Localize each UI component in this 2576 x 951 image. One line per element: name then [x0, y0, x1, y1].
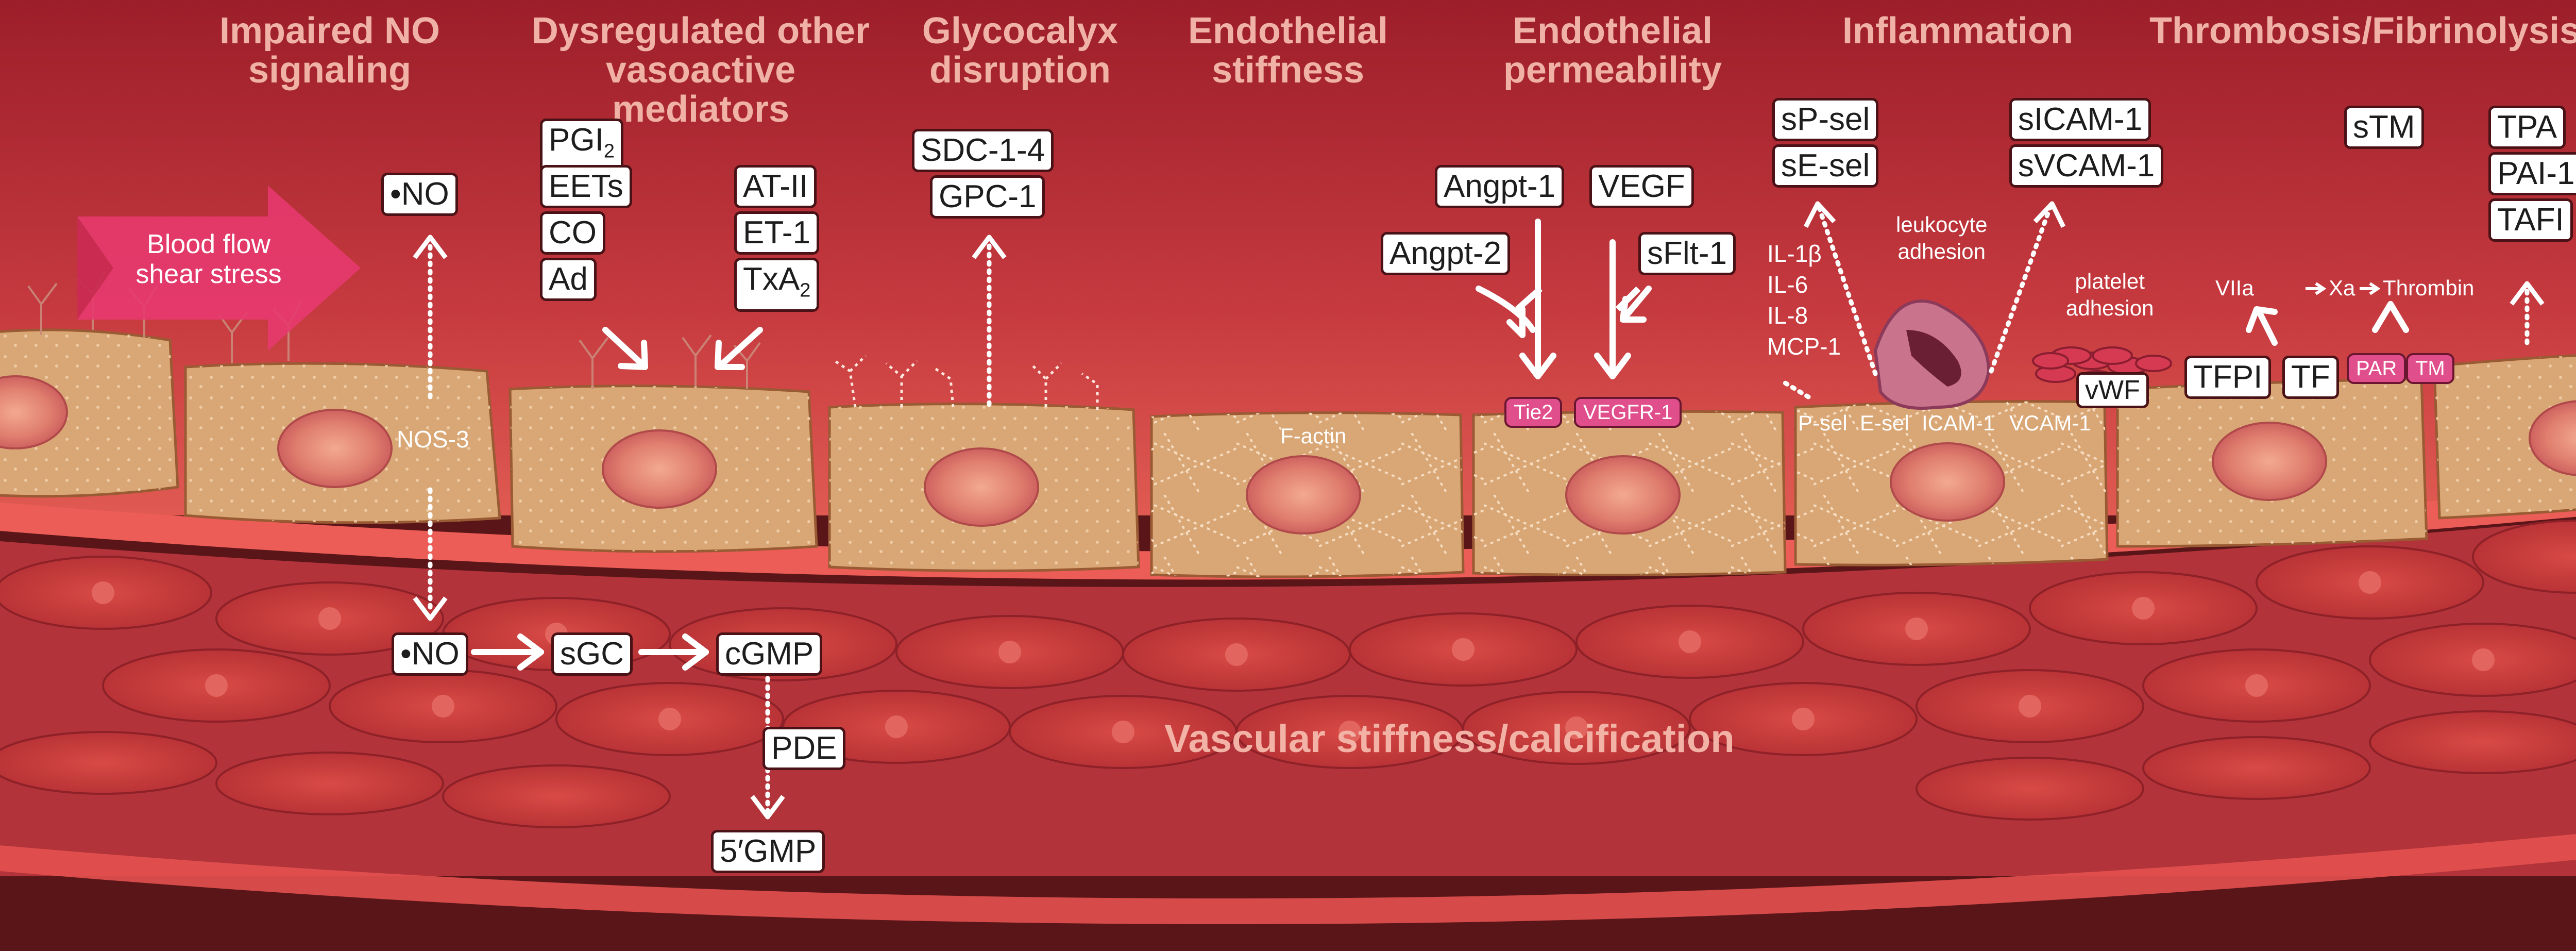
title-glycocalyx-disruption: Glycocalyx disruption	[922, 10, 1118, 91]
vegf-box: VEGF	[1589, 165, 1694, 208]
eets-box: EETs	[540, 165, 632, 208]
txa2-box: TxA2	[734, 258, 820, 312]
tafi-box: TAFI	[2488, 198, 2573, 242]
vascular-stiffness-label: Vascular stiffness/calcification	[1164, 717, 1735, 761]
f-actin-label: F-actin	[1280, 424, 1347, 448]
sp-sel-box: sP-sel	[1772, 98, 1879, 141]
sdc-box: SDC-1-4	[912, 129, 1054, 172]
title-thrombosis-fibrinolysis: Thrombosis/Fibrinolysis	[2149, 10, 2576, 52]
title-impaired-no-signaling: Impaired NO signaling	[219, 10, 440, 91]
ad-box: Ad	[540, 258, 597, 301]
receptor-vcam1: VCAM-1	[2009, 411, 2091, 435]
title-endothelial-permeability: Endothelial permeability	[1503, 10, 1722, 91]
txa2-label: TxA	[743, 261, 800, 297]
pai1-box: PAI-1	[2488, 152, 2576, 195]
gpc-box: GPC-1	[930, 175, 1045, 219]
nos3-label: NOS-3	[397, 426, 469, 453]
vegfr1-badge: VEGFR-1	[1574, 397, 1682, 428]
cytokine-il6: IL-6	[1767, 271, 1808, 298]
co-box: CO	[540, 211, 605, 255]
sgc-box: sGC	[551, 632, 633, 676]
pgi2-box: PGI2	[540, 119, 623, 173]
par-badge: PAR	[2347, 353, 2406, 384]
no-top-label: NO	[401, 176, 449, 212]
leukocyte-adhesion-label: leukocyte adhesion	[1896, 212, 1988, 263]
tm-badge: TM	[2406, 353, 2454, 384]
cytokine-il8: IL-8	[1767, 302, 1808, 329]
title-inflammation: Inflammation	[1842, 10, 2074, 52]
angpt1-box: Angpt-1	[1435, 165, 1565, 208]
se-sel-box: sE-sel	[1772, 144, 1879, 188]
pgi2-subscript: 2	[603, 140, 615, 162]
cascade-xa: Xa	[2329, 276, 2355, 300]
tfpi-box: TFPI	[2184, 356, 2272, 399]
at2-box: AT-II	[734, 165, 817, 208]
receptor-p-sel: P-sel	[1798, 411, 1848, 435]
svcam1-box: sVCAM-1	[2009, 144, 2164, 188]
cytokine-mcp1: MCP-1	[1767, 333, 1841, 360]
gmp-box: 5′GMP	[711, 830, 825, 873]
no-bottom-label: NO	[411, 636, 460, 672]
receptor-e-sel: E-sel	[1860, 411, 1909, 435]
tpa-box: TPA	[2488, 106, 2566, 149]
tie2-badge: Tie2	[1504, 397, 1563, 428]
txa2-subscript: 2	[800, 279, 811, 302]
vwf-box: vWF	[2076, 372, 2149, 408]
platelet-adhesion-label: platelet adhesion	[2066, 269, 2154, 320]
no-top-box: •NO	[381, 173, 458, 216]
no-bottom-box: •NO	[392, 632, 468, 676]
et1-box: ET-1	[734, 211, 819, 255]
sicam1-box: sICAM-1	[2009, 98, 2151, 141]
title-dysregulated-mediators: Dysregulated other vasoactive mediators	[531, 10, 870, 130]
tf-box: TF	[2282, 356, 2339, 399]
sflt1-box: sFlt-1	[1638, 232, 1736, 275]
cascade-thrombin: Thrombin	[2383, 276, 2475, 300]
stm-box: sTM	[2344, 106, 2424, 149]
cytokine-il1b: IL-1β	[1767, 240, 1822, 267]
pgi2-label: PGI	[549, 122, 604, 158]
cgmp-box: cGMP	[716, 632, 823, 676]
pde-box: PDE	[762, 727, 846, 770]
title-endothelial-stiffness: Endothelial stiffness	[1188, 10, 1388, 91]
blood-flow-label: Blood flow shear stress	[135, 229, 282, 289]
receptor-icam1: ICAM-1	[1922, 411, 1995, 435]
angpt2-box: Angpt-2	[1381, 232, 1511, 275]
cascade-viia: VIIa	[2215, 276, 2254, 300]
